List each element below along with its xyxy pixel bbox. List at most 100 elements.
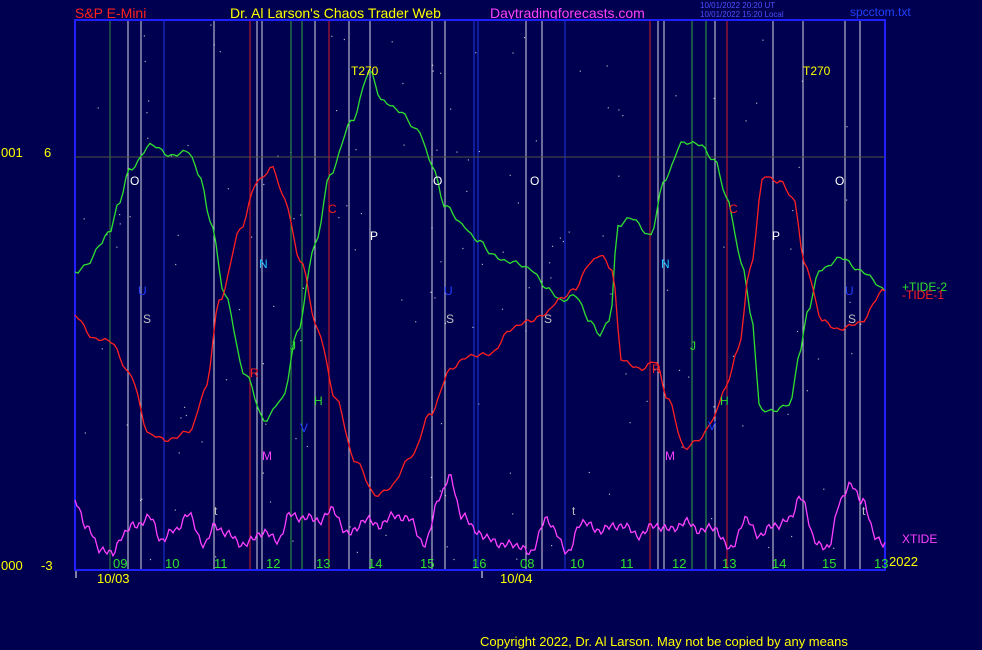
x-hour-tick: 14 (368, 556, 382, 571)
annotation-label: S (143, 312, 151, 326)
background-dot (646, 400, 648, 402)
y-axis-prefix: 001 (1, 145, 23, 160)
background-dot (147, 137, 149, 139)
background-dot (787, 413, 789, 415)
background-dot (675, 95, 677, 97)
background-dot (210, 24, 212, 26)
background-dot (148, 100, 150, 102)
background-dot (225, 379, 228, 381)
annotation-label: J (690, 339, 696, 353)
background-dot (629, 422, 631, 424)
vertical-lines (109, 20, 861, 570)
y-axis-tick-label: 6 (44, 145, 51, 160)
background-dot (300, 214, 302, 216)
y-axis-tick-label: -3 (41, 558, 53, 573)
background-dot (618, 109, 620, 111)
site-label: Daytradingforecasts.com (490, 5, 645, 21)
background-dot (481, 263, 483, 265)
timestamp-local: 10/01/2022 15:20 Local (700, 10, 784, 19)
background-dot (430, 476, 432, 478)
background-dot (516, 558, 518, 560)
background-dot (796, 330, 799, 333)
background-dot (403, 144, 405, 146)
x-hour-tick: 14 (772, 556, 786, 571)
background-dot (84, 432, 86, 434)
annotation-label: U (845, 284, 854, 298)
background-dot (349, 526, 351, 528)
background-dot (823, 488, 825, 490)
annotation-label: N (661, 257, 670, 271)
background-dot (568, 231, 570, 233)
background-dot (475, 52, 477, 54)
background-dot (588, 471, 590, 474)
background-dot (439, 490, 441, 492)
chart-title: Dr. Al Larson's Chaos Trader Web (230, 5, 441, 21)
background-dot (523, 37, 526, 39)
background-dot (833, 547, 835, 549)
background-dot (713, 97, 715, 99)
background-dot (119, 214, 121, 216)
background-dot (434, 297, 436, 299)
legend-entry: XTIDE (902, 532, 937, 546)
background-dot (688, 376, 690, 378)
background-dot (391, 41, 393, 43)
background-dot (610, 293, 612, 295)
x-hour-tick: 10 (570, 556, 584, 571)
background-dot (501, 308, 504, 310)
annotation-label: S (848, 312, 856, 326)
background-dot (185, 414, 187, 417)
background-dot (331, 35, 333, 37)
background-dot (119, 223, 121, 225)
x-hour-tick: 11 (620, 556, 634, 571)
background-dot (227, 188, 229, 190)
background-dot (385, 534, 387, 536)
background-dot (338, 217, 340, 219)
annotation-label: H (720, 394, 729, 408)
annotation-label: M (665, 449, 675, 463)
background-dot (608, 493, 611, 495)
annotation-label: T270 (351, 64, 379, 78)
background-dot (180, 417, 182, 419)
annotation-label: t (862, 504, 866, 518)
background-dot (551, 545, 553, 547)
background-dot (713, 406, 715, 408)
background-dot (265, 423, 267, 425)
tide1-line (74, 165, 886, 498)
x-hour-tick: 15 (420, 556, 434, 571)
background-dot (336, 110, 338, 112)
x-hour-tick: 16 (472, 556, 486, 571)
background-dot (269, 501, 272, 503)
background-dot (356, 551, 358, 553)
annotation-label: V (300, 421, 308, 435)
background-dot (849, 301, 851, 303)
x-hour-tick: 12 (266, 556, 280, 571)
background-dot (184, 406, 186, 408)
annotation-label: H (314, 394, 323, 408)
background-dot (453, 558, 455, 561)
x-date-label: 10/04 (500, 571, 533, 586)
background-dot (654, 369, 656, 371)
plot-frame (74, 19, 886, 571)
annotation-label: S (544, 312, 552, 326)
background-dot (579, 70, 581, 72)
background-dot (175, 263, 177, 266)
annotation-label: N (259, 257, 268, 271)
background-dot (798, 166, 800, 168)
background-dot (178, 452, 180, 454)
background-dot (801, 80, 803, 82)
background-dot (456, 151, 458, 153)
background-dot (851, 353, 853, 355)
y-axis-prefix: 000 (1, 558, 23, 573)
background-dot (768, 546, 770, 549)
annotation-label: P (370, 229, 378, 243)
background-dot (141, 498, 143, 500)
background-dot (846, 126, 848, 128)
background-dot (432, 64, 434, 66)
annotation-label: t (214, 504, 218, 518)
x-hour-tick: 12 (672, 556, 686, 571)
background-dot (466, 190, 468, 192)
background-dots (83, 24, 862, 561)
background-dot (606, 65, 608, 67)
background-dot (446, 546, 448, 548)
background-dot (201, 441, 203, 443)
